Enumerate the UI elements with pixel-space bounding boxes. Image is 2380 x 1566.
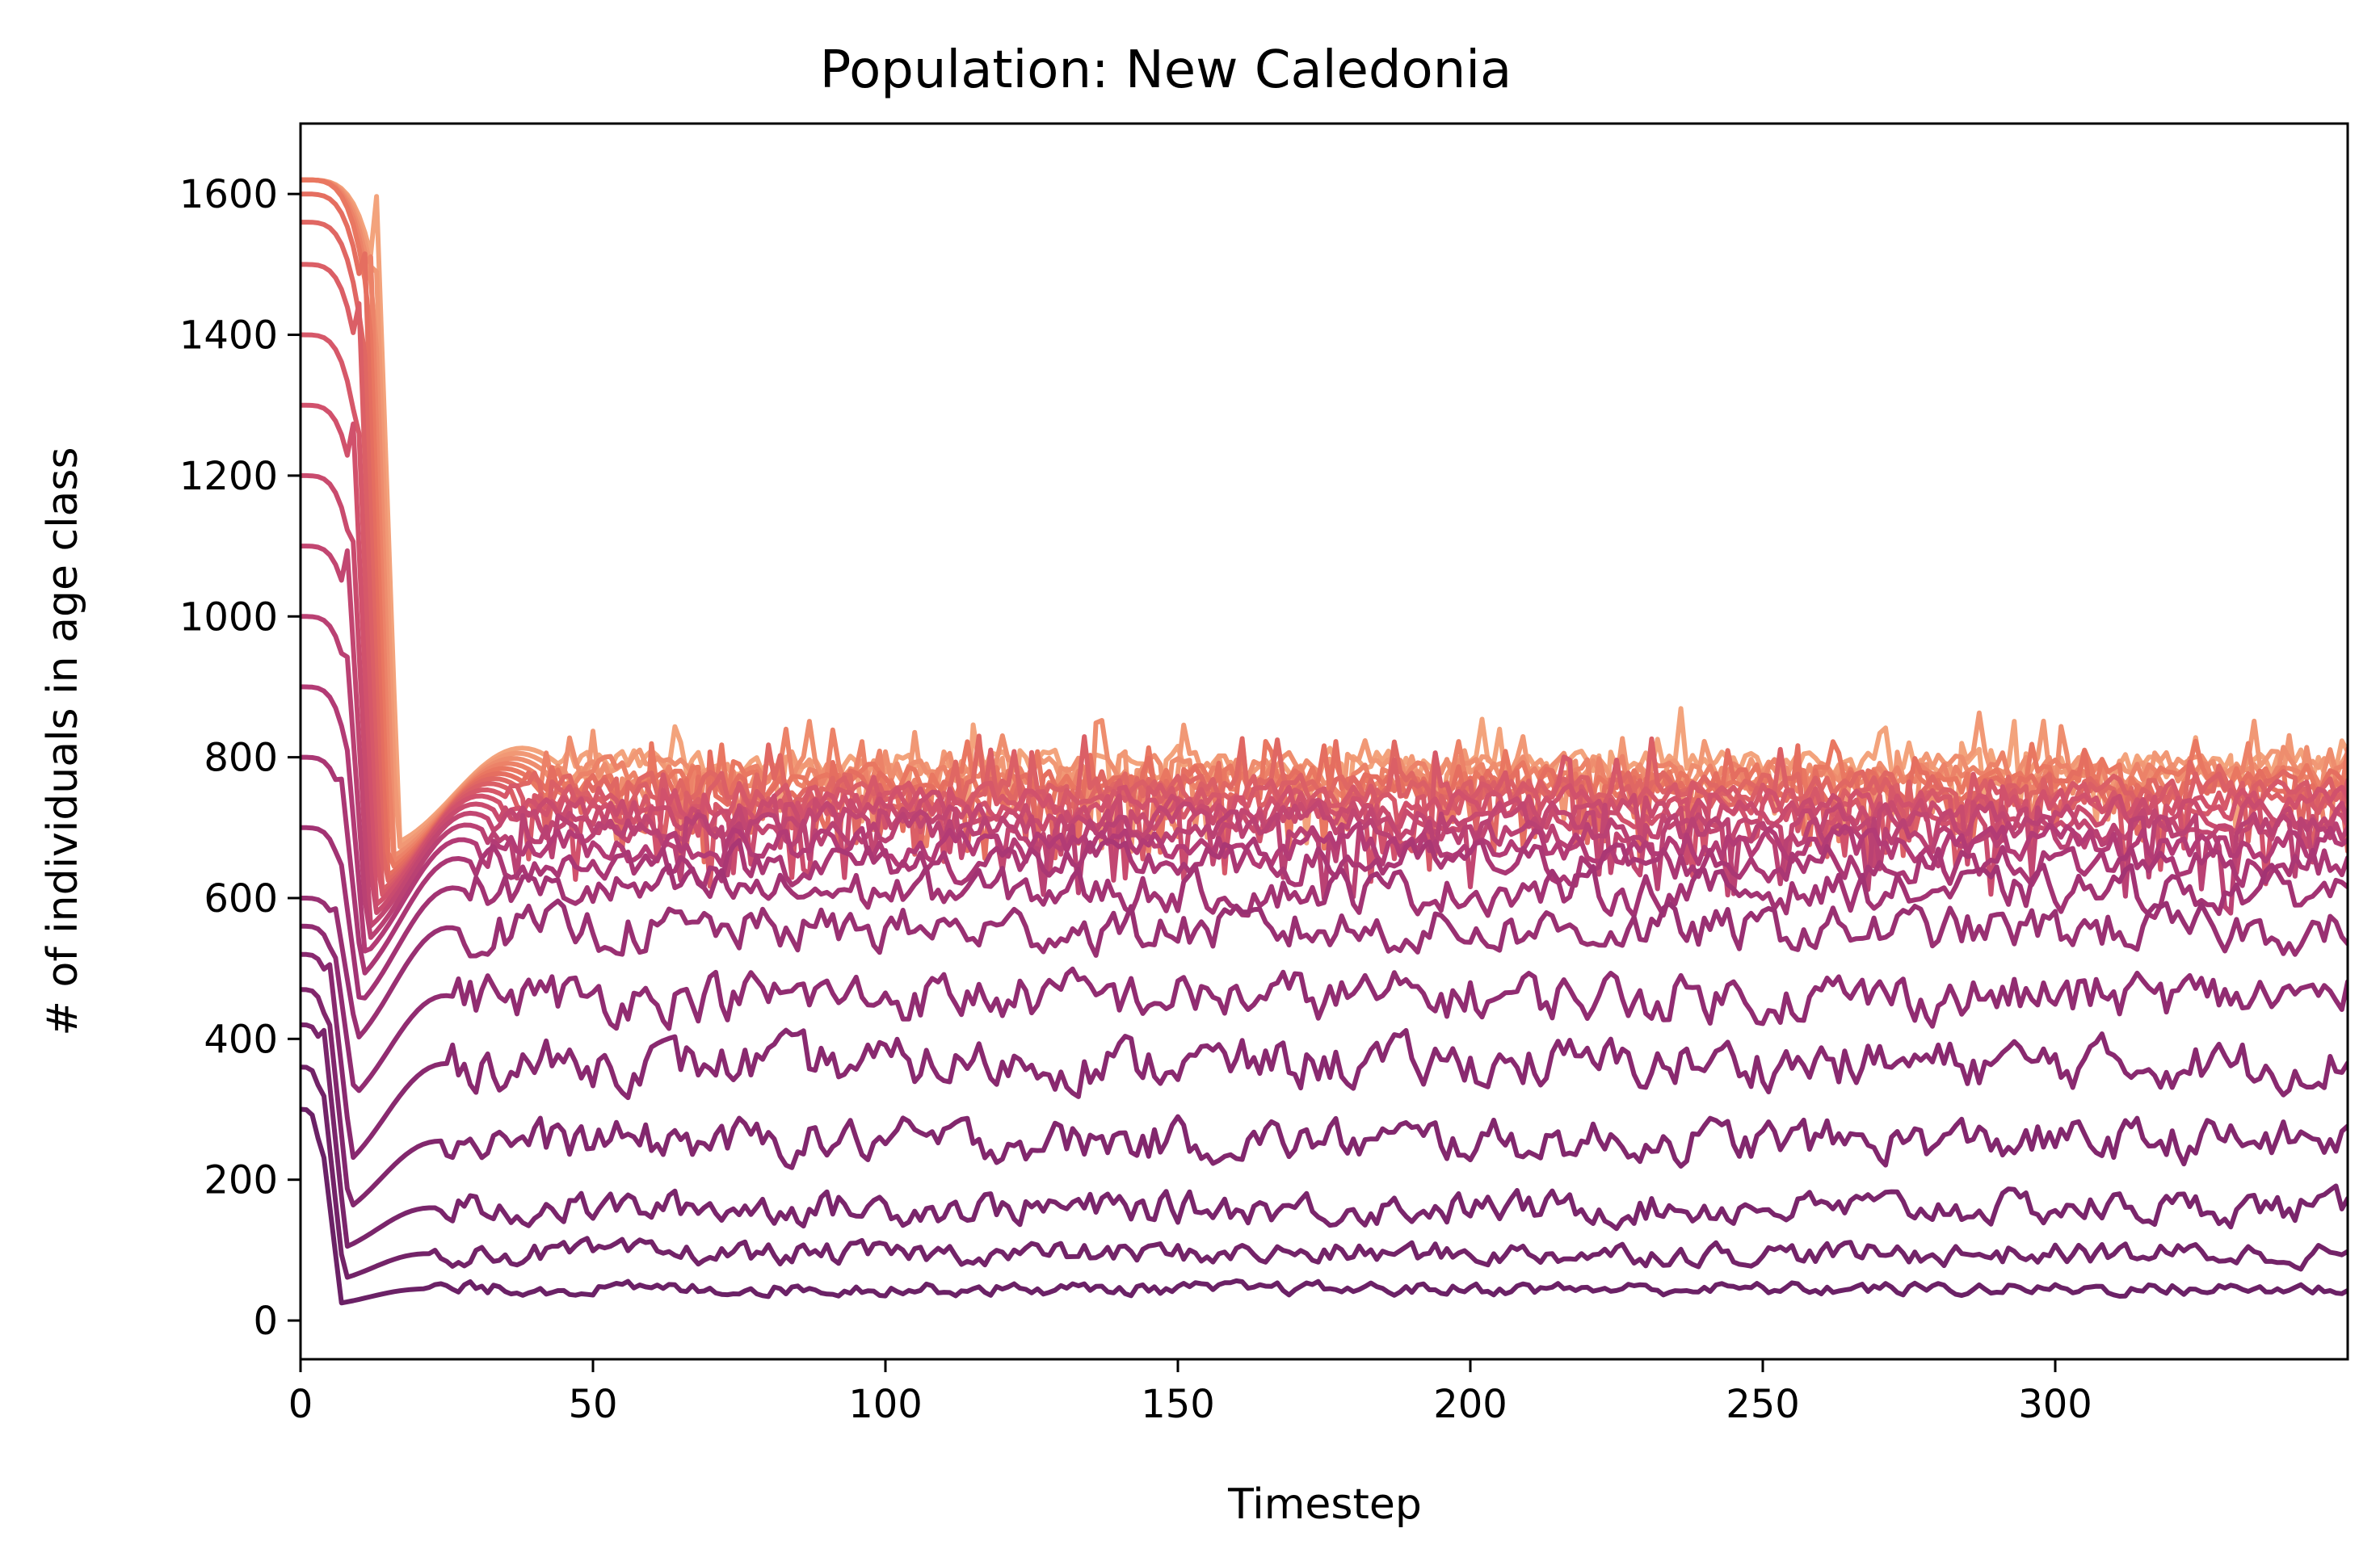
- x-tick-label: 50: [568, 1382, 617, 1427]
- x-tick-label: 100: [848, 1382, 923, 1427]
- y-tick-label: 800: [204, 736, 278, 781]
- series-line-age-class-2: [301, 1022, 2348, 1249]
- y-tick-label: 400: [204, 1017, 278, 1062]
- x-tick-label: 150: [1141, 1382, 1215, 1427]
- y-axis-label: # of individuals in age class: [39, 447, 87, 1035]
- y-tick-label: 1600: [179, 172, 278, 217]
- plot-frame: [299, 122, 2349, 1361]
- x-axis-label: Timestep: [1227, 1480, 1422, 1529]
- y-tick-label: 600: [204, 876, 278, 922]
- y-tick-label: 1000: [179, 594, 278, 640]
- x-tick-label: 0: [288, 1382, 313, 1427]
- series-line-age-class-5: [301, 923, 2348, 1094]
- y-axis: 0 200 400 600 800 1000 1200 1400 1600: [179, 172, 301, 1344]
- series-line-age-class-7: [301, 825, 2348, 1001]
- series-line-age-class-6: [301, 896, 2348, 1039]
- series-line-age-class-4: [301, 951, 2348, 1161]
- x-tick-label: 200: [1433, 1382, 1507, 1427]
- series-line-age-class-0: [301, 1106, 2348, 1306]
- y-tick-label: 0: [253, 1299, 278, 1344]
- series-line-age-class-1: [301, 1064, 2348, 1280]
- x-tick-label: 250: [1726, 1382, 1800, 1427]
- series-line-age-class-9: [301, 684, 2348, 954]
- y-tick-label: 200: [204, 1158, 278, 1203]
- series-lines: [301, 177, 2348, 1306]
- series-line-age-class-3: [301, 987, 2348, 1207]
- y-tick-label: 1200: [179, 454, 278, 499]
- series-line-age-class-8: [301, 754, 2348, 976]
- y-tick-label: 1400: [179, 313, 278, 359]
- x-tick-label: 300: [2018, 1382, 2092, 1427]
- chart-title: Population: New Caledonia: [820, 40, 1512, 100]
- x-axis: 0 50 100 150 200 250 300: [288, 1359, 2092, 1427]
